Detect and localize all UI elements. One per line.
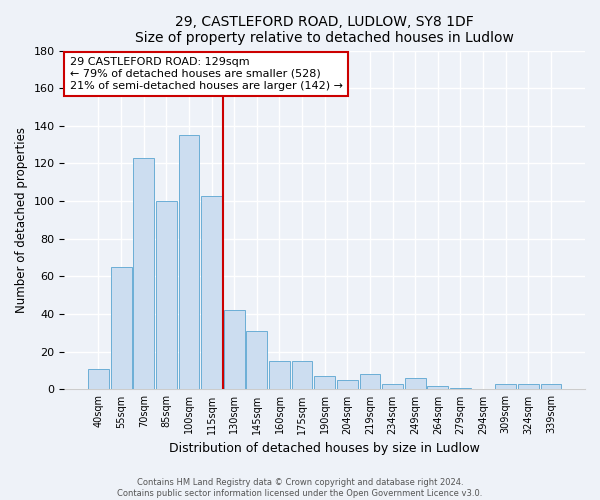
Bar: [359, 374, 380, 390]
Bar: [427, 386, 448, 390]
Bar: [405, 378, 425, 390]
Bar: [247, 331, 267, 390]
Bar: [495, 384, 516, 390]
Bar: [133, 158, 154, 390]
Bar: [337, 380, 358, 390]
Bar: [518, 384, 539, 390]
Title: 29, CASTLEFORD ROAD, LUDLOW, SY8 1DF
Size of property relative to detached house: 29, CASTLEFORD ROAD, LUDLOW, SY8 1DF Siz…: [135, 15, 514, 45]
Bar: [382, 384, 403, 390]
Bar: [179, 136, 199, 390]
Bar: [201, 196, 222, 390]
Bar: [314, 376, 335, 390]
Bar: [541, 384, 562, 390]
Bar: [269, 361, 290, 390]
Bar: [156, 201, 177, 390]
Bar: [110, 267, 131, 390]
Bar: [450, 388, 471, 390]
Text: Contains HM Land Registry data © Crown copyright and database right 2024.
Contai: Contains HM Land Registry data © Crown c…: [118, 478, 482, 498]
Bar: [224, 310, 245, 390]
Y-axis label: Number of detached properties: Number of detached properties: [15, 127, 28, 313]
Bar: [292, 361, 313, 390]
Bar: [88, 368, 109, 390]
Text: 29 CASTLEFORD ROAD: 129sqm
← 79% of detached houses are smaller (528)
21% of sem: 29 CASTLEFORD ROAD: 129sqm ← 79% of deta…: [70, 58, 343, 90]
X-axis label: Distribution of detached houses by size in Ludlow: Distribution of detached houses by size …: [169, 442, 480, 455]
